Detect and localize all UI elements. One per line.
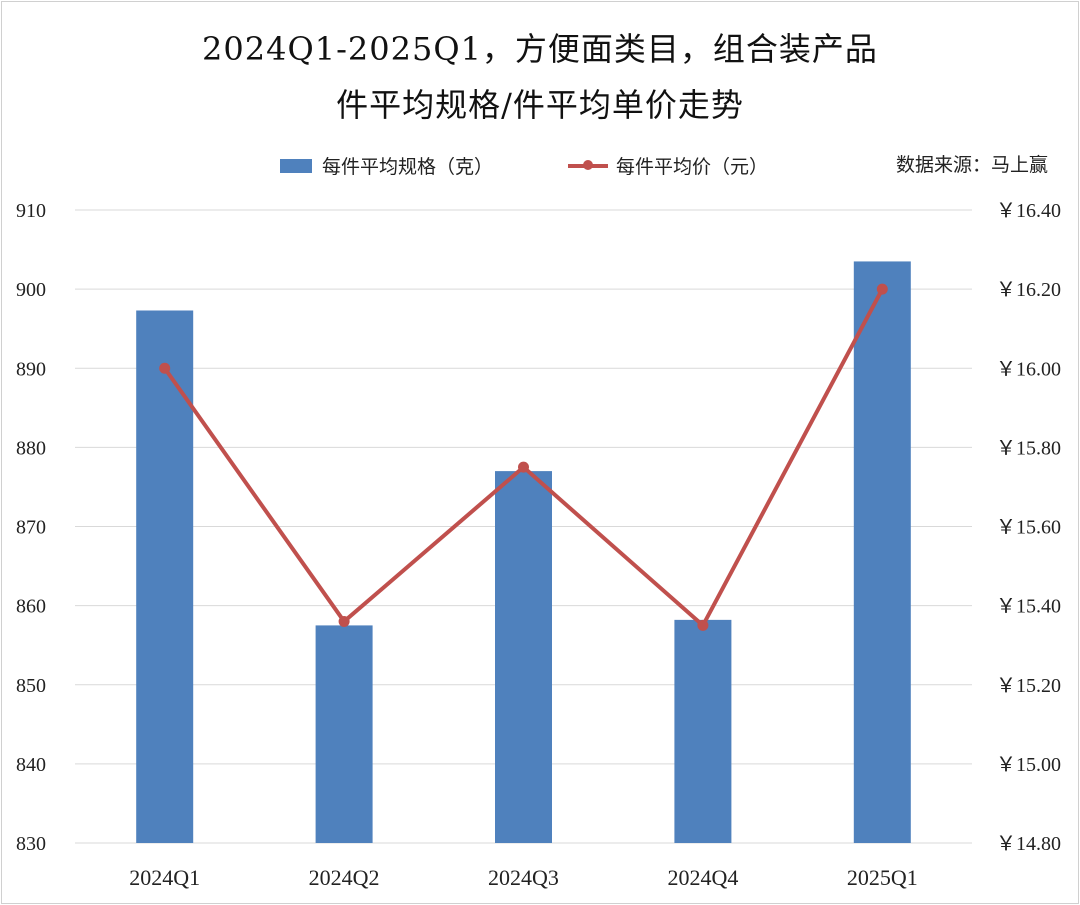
y-left-tick-label: 880	[16, 437, 46, 459]
y-right-tick-label: ￥16.40	[996, 200, 1061, 222]
y-right-tick-label: ￥14.80	[996, 833, 1061, 855]
price-point	[159, 362, 171, 374]
x-tick-label: 2024Q4	[667, 865, 738, 890]
y-left-tick-label: 840	[16, 754, 46, 776]
y-left-tick-label: 910	[16, 200, 46, 222]
legend-line-label: 每件平均价（元）	[616, 156, 769, 178]
price-point	[876, 283, 888, 295]
y-left-tick-label: 900	[16, 279, 46, 301]
bar	[136, 310, 194, 843]
y-axis-left-ticks: 910 900 890 880 870 860 850 840 830	[16, 200, 46, 855]
legend-item-line: 每件平均价（元）	[568, 152, 768, 179]
y-right-tick-label: ￥16.00	[996, 358, 1061, 380]
chart-title-line1: 2024Q1-2025Q1，方便面类目，组合装产品	[202, 30, 878, 68]
bar	[315, 625, 373, 843]
y-right-tick-label: ￥15.40	[996, 596, 1061, 618]
bars	[136, 261, 911, 843]
price-point	[518, 461, 529, 473]
legend-item-bar: 每件平均规格（克）	[280, 152, 493, 179]
bar	[495, 471, 552, 843]
price-line	[159, 283, 888, 631]
bar	[853, 261, 911, 843]
y-right-tick-label: ￥15.20	[996, 675, 1061, 697]
y-right-tick-label: ￥15.00	[996, 754, 1061, 776]
y-right-tick-label: ￥16.20	[996, 279, 1061, 301]
y-left-tick-label: 850	[16, 675, 46, 697]
price-point	[697, 619, 709, 631]
y-axis-right-ticks: ￥16.40 ￥16.20 ￥16.00 ￥15.80 ￥15.60 ￥15.40 ￥15.…	[996, 200, 1061, 855]
y-left-tick-label: 870	[16, 517, 46, 539]
bar	[674, 619, 732, 843]
legend-line-swatch	[568, 159, 608, 170]
legend: 每件平均规格（克） 每件平均价（元）	[0, 150, 1080, 180]
x-axis-labels: 2024Q1 2024Q2 2024Q3 2024Q4 2025Q1	[129, 865, 917, 890]
x-tick-label: 2024Q3	[488, 865, 559, 890]
legend-bar-label: 每件平均规格（克）	[322, 156, 494, 178]
price-point	[338, 615, 350, 627]
x-tick-label: 2024Q1	[129, 865, 200, 890]
y-right-tick-label: ￥15.60	[996, 517, 1061, 539]
y-left-tick-label: 830	[16, 833, 46, 855]
data-source: 数据来源：马上赢	[895, 154, 1048, 176]
x-tick-label: 2025Q1	[847, 865, 918, 890]
y-left-tick-label: 860	[16, 596, 46, 618]
legend-bar-swatch	[280, 158, 312, 173]
x-tick-label: 2024Q2	[309, 865, 380, 890]
y-left-tick-label: 890	[16, 358, 46, 380]
chart-title-line2: 件平均规格/件平均单价走势	[336, 86, 744, 124]
y-right-tick-label: ￥15.80	[996, 437, 1061, 459]
